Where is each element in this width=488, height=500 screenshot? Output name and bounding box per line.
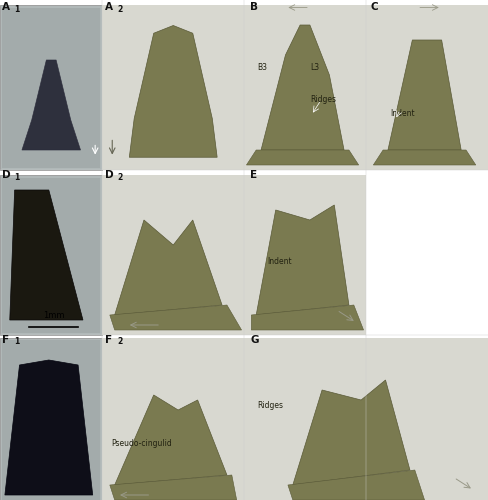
Text: Indent: Indent	[267, 258, 292, 266]
Text: F: F	[105, 335, 112, 345]
Polygon shape	[115, 395, 227, 485]
Polygon shape	[251, 305, 364, 330]
Bar	[366, 5, 488, 170]
Text: 2: 2	[117, 172, 122, 182]
Bar	[0, 5, 102, 170]
Text: B: B	[250, 2, 258, 12]
Polygon shape	[288, 470, 425, 500]
Bar	[244, 5, 366, 170]
Polygon shape	[388, 40, 461, 150]
Text: F: F	[2, 335, 10, 345]
Text: A: A	[2, 2, 10, 12]
Polygon shape	[261, 25, 344, 150]
Text: 1mm: 1mm	[43, 312, 64, 320]
Bar	[102, 5, 244, 170]
Bar	[244, 175, 366, 335]
Bar	[2, 8, 100, 168]
Text: Pseudo-cingulid: Pseudo-cingulid	[111, 439, 172, 448]
Text: C: C	[371, 2, 379, 12]
Text: 1: 1	[15, 5, 20, 14]
Text: E: E	[250, 170, 258, 180]
Polygon shape	[22, 60, 81, 150]
Text: Ridges: Ridges	[310, 95, 336, 104]
Text: 2: 2	[117, 5, 122, 14]
Polygon shape	[115, 220, 222, 315]
Polygon shape	[246, 150, 359, 165]
Text: A: A	[105, 2, 113, 12]
Polygon shape	[110, 475, 237, 500]
Polygon shape	[129, 26, 217, 158]
Text: 2: 2	[117, 338, 122, 346]
Text: G: G	[250, 335, 259, 345]
Bar	[0, 175, 102, 335]
Polygon shape	[293, 380, 410, 485]
Polygon shape	[373, 150, 476, 165]
Text: B3: B3	[257, 62, 267, 72]
Text: 1: 1	[15, 172, 20, 182]
Bar	[244, 338, 488, 500]
Text: Indent: Indent	[390, 109, 415, 118]
Text: Ridges: Ridges	[258, 401, 284, 410]
Bar	[2, 340, 100, 500]
Bar	[102, 175, 244, 335]
Polygon shape	[5, 360, 93, 495]
Text: D: D	[2, 170, 11, 180]
Polygon shape	[10, 190, 83, 320]
Bar	[2, 178, 100, 332]
Text: L3: L3	[310, 62, 319, 72]
Bar	[102, 338, 244, 500]
Text: D: D	[105, 170, 114, 180]
Text: 1: 1	[15, 338, 20, 346]
Polygon shape	[110, 305, 242, 330]
Polygon shape	[256, 205, 349, 315]
Bar	[0, 338, 102, 500]
